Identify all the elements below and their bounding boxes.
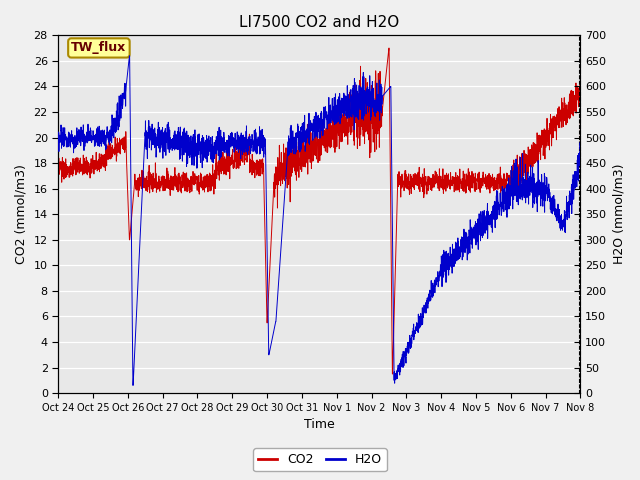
X-axis label: Time: Time (304, 419, 335, 432)
Y-axis label: CO2 (mmol/m3): CO2 (mmol/m3) (15, 164, 28, 264)
Legend: CO2, H2O: CO2, H2O (253, 448, 387, 471)
Title: LI7500 CO2 and H2O: LI7500 CO2 and H2O (239, 15, 399, 30)
Text: TW_flux: TW_flux (71, 41, 127, 54)
Y-axis label: H2O (mmol/m3): H2O (mmol/m3) (612, 164, 625, 264)
